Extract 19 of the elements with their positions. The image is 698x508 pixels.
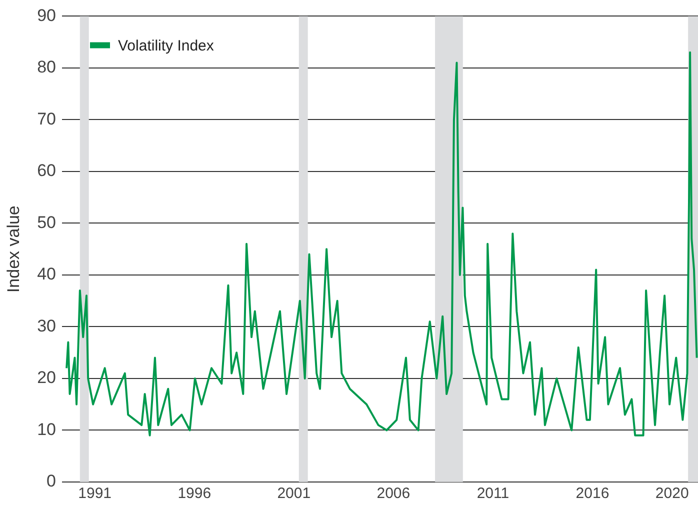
y-tick-label: 80 [37, 58, 56, 77]
y-tick-label: 20 [37, 368, 56, 388]
y-tick-label: 30 [37, 316, 56, 336]
x-tick-label: 2001 [277, 485, 311, 502]
y-tick-label: 40 [37, 264, 56, 284]
x-tick-label: 2020 [655, 485, 689, 502]
y-tick-label: 90 [37, 6, 56, 25]
x-tick-label: 1991 [78, 485, 112, 502]
x-tick-label: 1996 [178, 485, 212, 502]
y-axis-title: Index value [4, 206, 23, 293]
y-tick-label: 0 [46, 472, 56, 491]
y-tick-label: 10 [37, 420, 56, 439]
y-tick-label: 60 [37, 161, 56, 180]
legend-label: Volatility Index [118, 37, 214, 54]
x-tick-label: 2006 [376, 485, 410, 502]
y-tick-label: 50 [37, 212, 56, 232]
y-tick-label: 70 [37, 109, 56, 128]
x-tick-label: 2016 [576, 485, 610, 502]
x-tick-label: 2011 [476, 485, 510, 502]
